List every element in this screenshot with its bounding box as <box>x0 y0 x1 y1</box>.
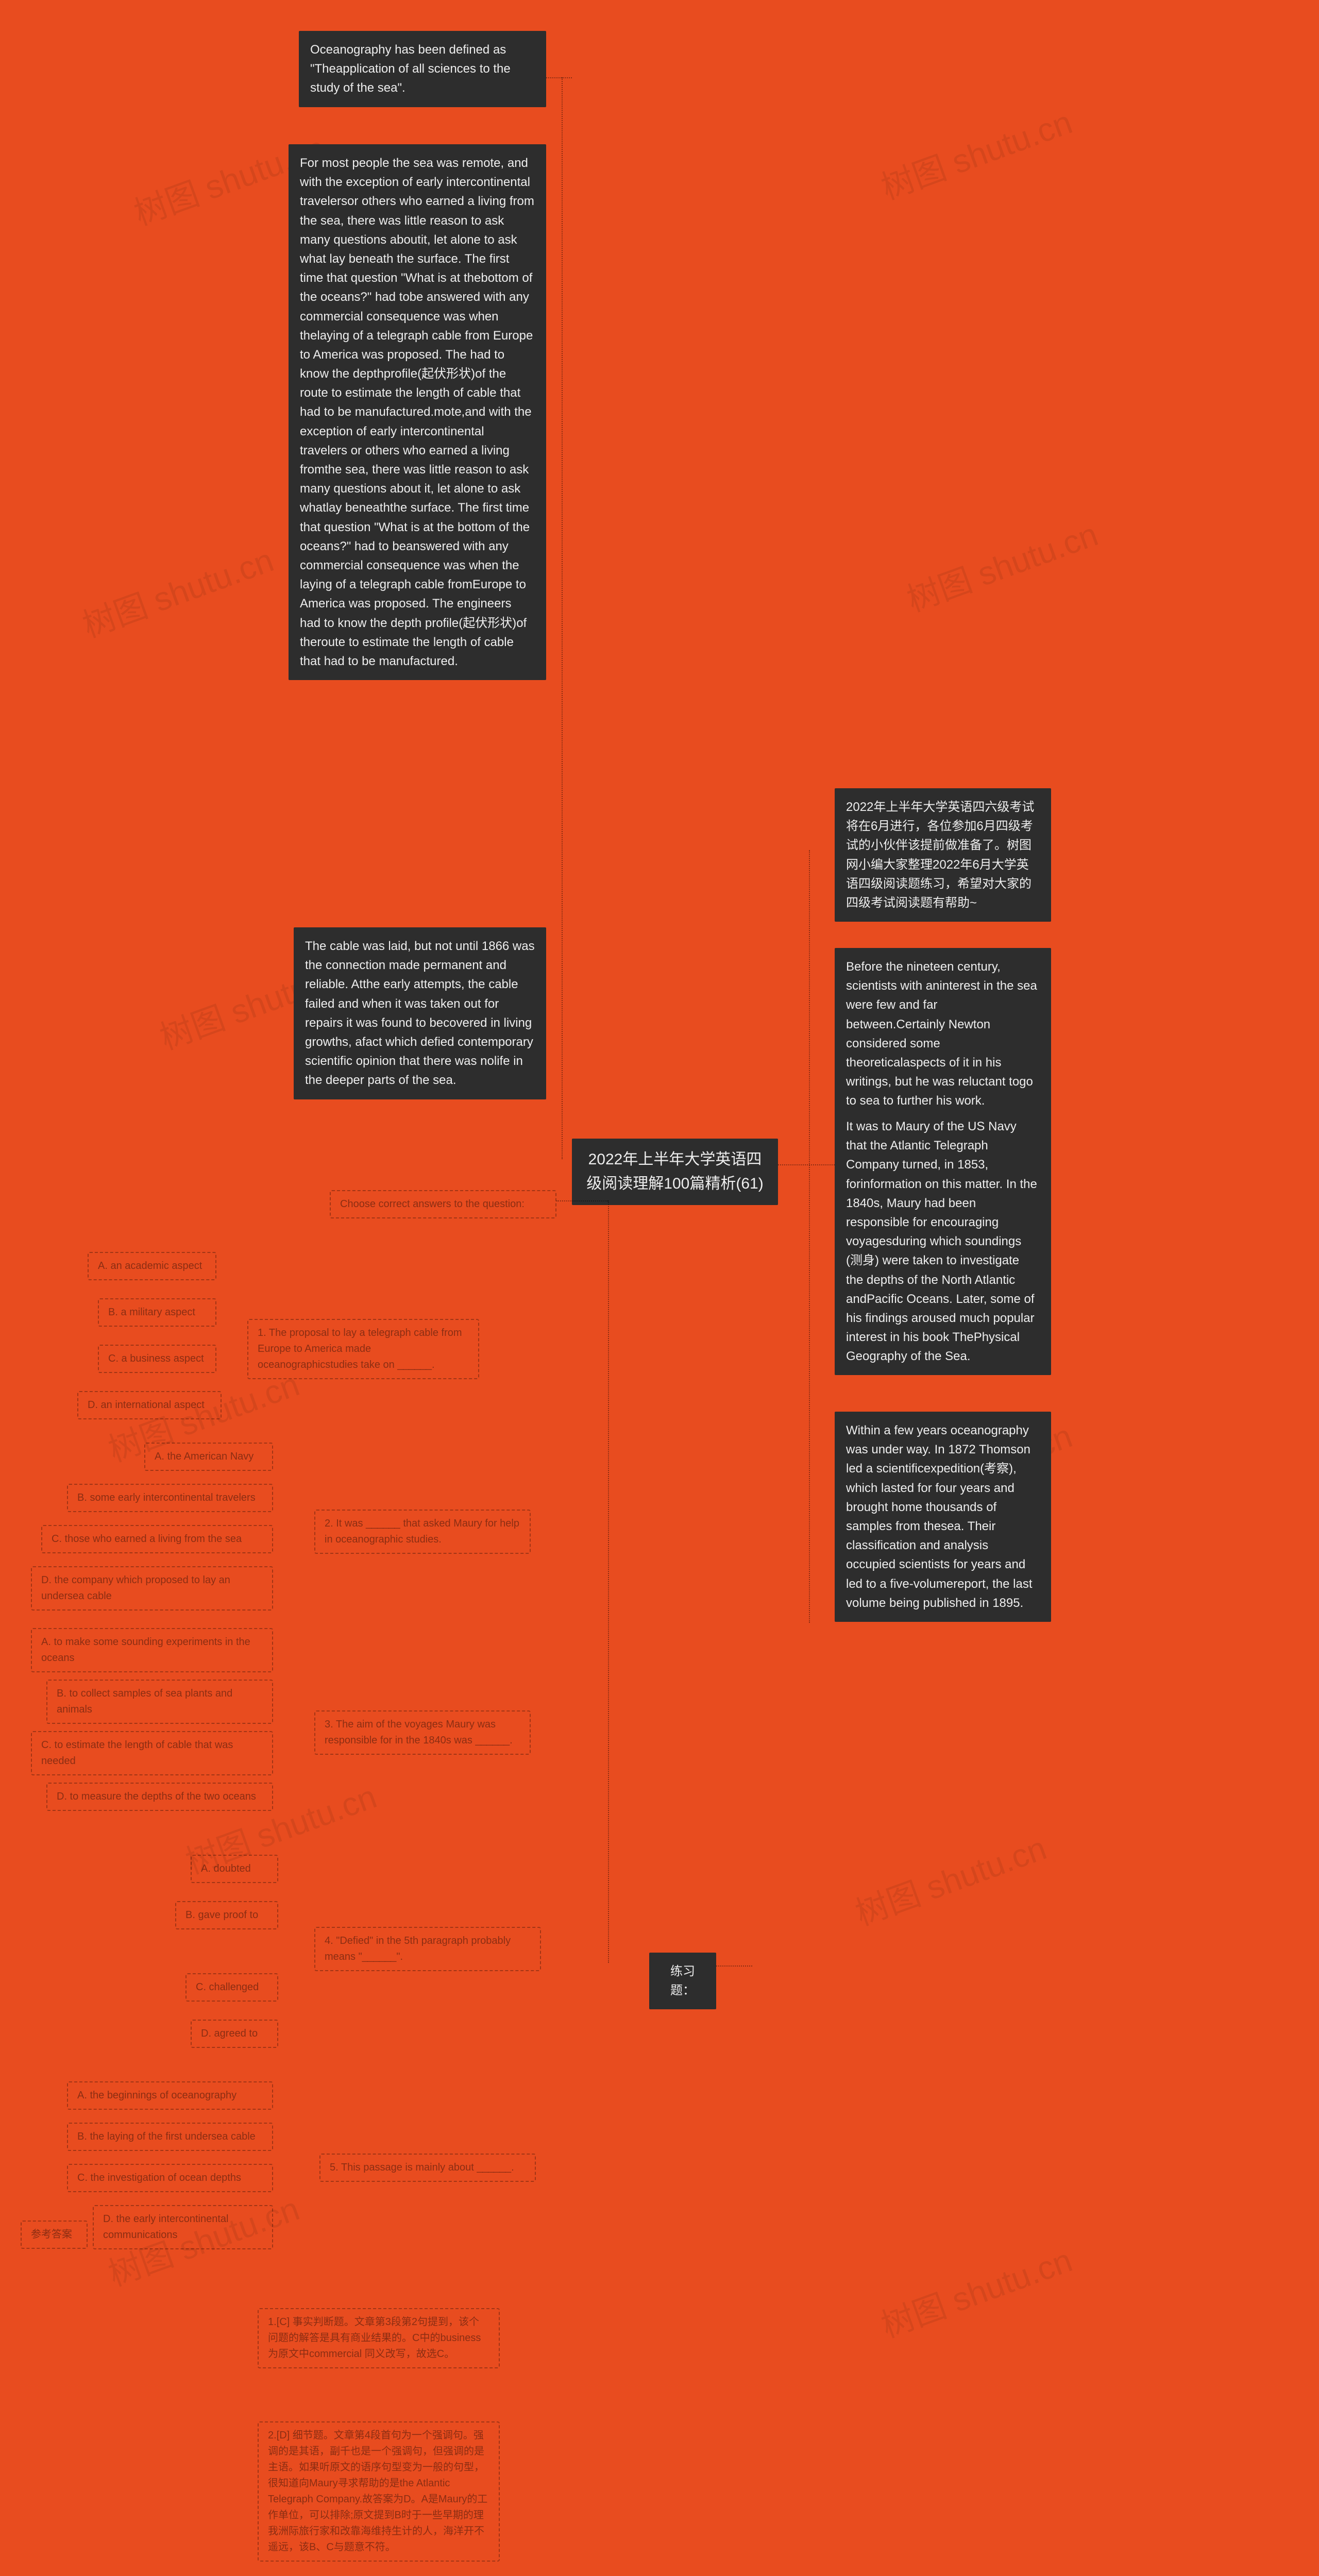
q3-opt-a: A. to make some sounding experiments in … <box>31 1628 273 1672</box>
q1-opt-a: A. an academic aspect <box>88 1252 216 1280</box>
q2-stem: 2. It was ______ that asked Maury for he… <box>314 1510 531 1554</box>
watermark: 树图 shutu.cn <box>900 508 1104 621</box>
connector <box>546 77 572 78</box>
connector <box>608 1200 609 1963</box>
watermark: 树图 shutu.cn <box>874 2234 1078 2347</box>
right-paragraph-1: 2022年上半年大学英语四六级考试将在6月进行，各位参加6月四级考试的小伙伴该提… <box>835 788 1051 922</box>
practice-intro: Choose correct answers to the question: <box>330 1190 556 1218</box>
q2-opt-d: D. the company which proposed to lay an … <box>31 1566 273 1611</box>
q4-opt-d: D. agreed to <box>191 2020 278 2048</box>
left-paragraph-1: Oceanography has been defined as "Theapp… <box>299 31 546 107</box>
q1-opt-c: C. a business aspect <box>98 1345 216 1373</box>
practice-label: 练习题： <box>649 1953 716 2009</box>
left-paragraph-2: For most people the sea was remote, and … <box>289 144 546 680</box>
connector <box>562 77 563 1159</box>
connector <box>556 1200 608 1201</box>
q2-opt-c: C. those who earned a living from the se… <box>41 1525 273 1553</box>
q3-opt-c: C. to estimate the length of cable that … <box>31 1731 273 1775</box>
q5-opt-b: B. the laying of the first undersea cabl… <box>67 2123 273 2151</box>
answer-1: 1.[C] 事实判断题。文章第3段第2句提到，该个问题的解答是具有商业结果的。C… <box>258 2308 500 2368</box>
q5-opt-d: D. the early intercontinental communicat… <box>93 2205 273 2249</box>
left-paragraph-3: The cable was laid, but not until 1866 w… <box>294 927 546 1099</box>
q5-opt-a: A. the beginnings of oceanography <box>67 2081 273 2110</box>
right-paragraph-3: It was to Maury of the US Navy that the … <box>835 1108 1051 1375</box>
q1-opt-b: B. a military aspect <box>98 1298 216 1327</box>
q5-opt-c: C. the investigation of ocean depths <box>67 2164 273 2192</box>
watermark: 树图 shutu.cn <box>75 534 279 647</box>
q4-opt-a: A. doubted <box>191 1855 278 1883</box>
right-paragraph-2: Before the nineteen century, scientists … <box>835 948 1051 1120</box>
answers-label: 参考答案 <box>21 2221 88 2249</box>
q3-stem: 3. The aim of the voyages Maury was resp… <box>314 1710 531 1755</box>
q5-stem: 5. This passage is mainly about ______. <box>319 2154 536 2182</box>
q3-opt-d: D. to measure the depths of the two ocea… <box>46 1783 273 1811</box>
connector <box>716 1965 752 1967</box>
answer-2: 2.[D] 细节题。文章第4段首句为一个强调句。强调的是其语，副千也是一个强调句… <box>258 2421 500 2562</box>
q3-opt-b: B. to collect samples of sea plants and … <box>46 1680 273 1724</box>
watermark: 树图 shutu.cn <box>848 1822 1052 1935</box>
q1-opt-d: D. an international aspect <box>77 1391 222 1419</box>
q1-stem: 1. The proposal to lay a telegraph cable… <box>247 1319 479 1379</box>
q2-opt-a: A. the American Navy <box>144 1443 273 1471</box>
connector <box>809 850 810 1623</box>
q4-stem: 4. "Defied" in the 5th paragraph probabl… <box>314 1927 541 1971</box>
connector <box>778 1164 835 1165</box>
q4-opt-b: B. gave proof to <box>175 1901 278 1929</box>
q4-opt-c: C. challenged <box>185 1973 278 2002</box>
watermark: 树图 shutu.cn <box>874 96 1078 209</box>
center-title: 2022年上半年大学英语四级阅读理解100篇精析(61) <box>572 1139 778 1205</box>
q2-opt-b: B. some early intercontinental travelers <box>67 1484 273 1512</box>
right-paragraph-4: Within a few years oceanography was unde… <box>835 1412 1051 1622</box>
